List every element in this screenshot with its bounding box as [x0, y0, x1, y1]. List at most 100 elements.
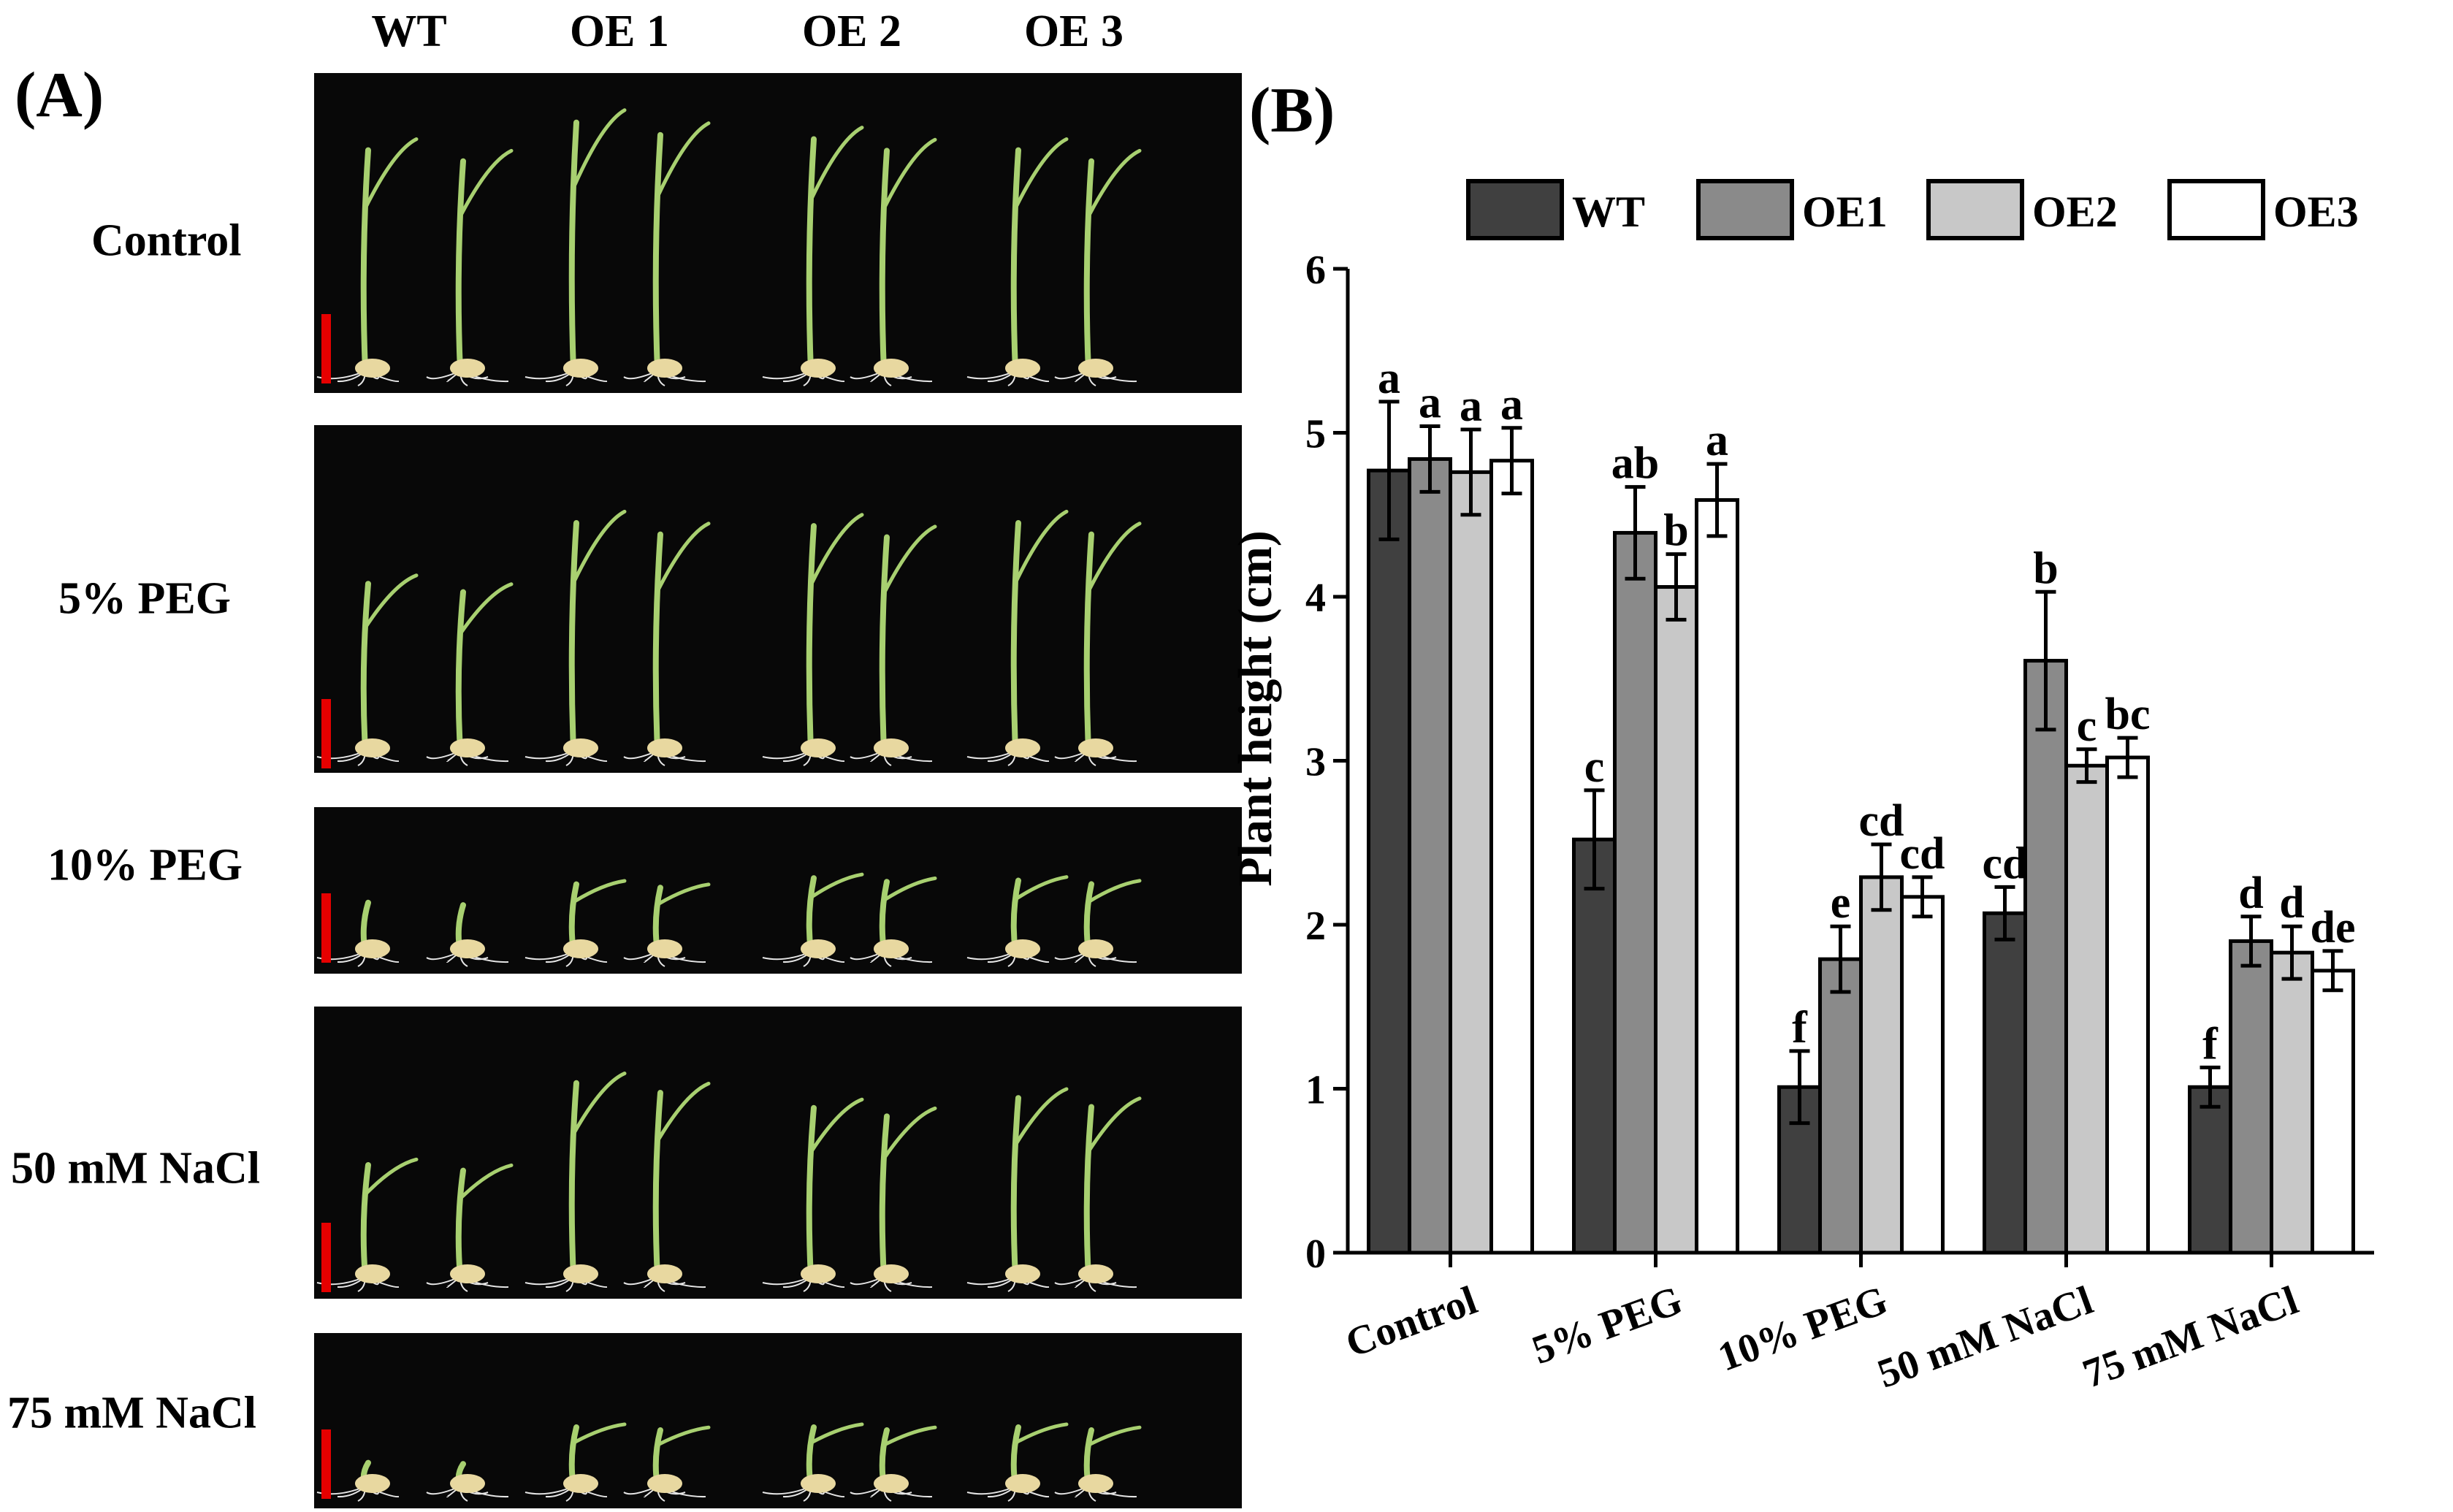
seedling-leaf	[573, 1072, 627, 1134]
significance-letter: f	[2202, 1019, 2219, 1069]
seedling-leaf	[810, 126, 864, 199]
seedling-leaf	[1088, 1425, 1142, 1446]
seedling-leaf	[1088, 1096, 1142, 1152]
seed	[801, 738, 836, 757]
seedling-leaf	[810, 1422, 864, 1444]
y-axis-label: Plant height (cm)	[1229, 530, 1282, 887]
y-tick-label: 0	[1305, 1232, 1326, 1277]
scale-bar	[321, 893, 331, 963]
seedlings-control	[316, 108, 1142, 386]
seed	[1078, 939, 1113, 958]
photo-75-mm-nacl	[314, 1333, 1242, 1508]
seedling-leaf	[883, 524, 937, 593]
seedlings-50-mm-nacl	[316, 1072, 1142, 1292]
seed	[1078, 359, 1113, 378]
significance-letter: f	[1792, 1003, 1808, 1053]
seed	[874, 1264, 909, 1283]
column-label-wt: WT	[371, 7, 447, 56]
bar	[1367, 468, 1411, 1255]
plant-height-bar-chart: (B) Plant height (cm) WT OE1 OE2 OE3 0 1 2 3 4 5…	[1229, 75, 2374, 1397]
seedling-leaf	[810, 513, 864, 584]
bar	[1859, 875, 1904, 1255]
seed	[563, 1264, 598, 1283]
photo-control	[314, 73, 1242, 393]
seedling-stem	[568, 1080, 579, 1280]
seedling-leaf	[657, 1425, 711, 1446]
seedlings-10-peg	[316, 872, 1142, 967]
bar	[1408, 457, 1452, 1255]
bar	[1818, 957, 1863, 1255]
significance-letter: ab	[1611, 439, 1659, 489]
seedling-leaf	[459, 582, 514, 634]
scale-bar	[321, 699, 331, 768]
seedling-stem	[1083, 531, 1094, 754]
seedling-stem	[1010, 147, 1021, 374]
seedling-stem	[568, 119, 579, 374]
y-tick-label: 3	[1305, 740, 1326, 785]
seed	[801, 1474, 836, 1493]
seed	[450, 359, 485, 378]
seedling-stem	[806, 523, 817, 754]
x-tick-label: Control	[1340, 1278, 1483, 1367]
seedling-stem	[879, 1113, 890, 1280]
seedling-stem	[1083, 158, 1094, 374]
seedling-stem	[455, 1167, 466, 1280]
scale-bar	[321, 1429, 331, 1499]
bar	[1900, 895, 1945, 1255]
seed	[874, 738, 909, 757]
y-tick-label: 1	[1305, 1068, 1326, 1113]
photo-5-peg	[314, 425, 1242, 773]
x-tick-label: 5% PEG	[1526, 1278, 1687, 1373]
seedling-leaf	[1015, 137, 1069, 207]
seed	[1005, 1474, 1040, 1493]
significance-letter: a	[1419, 378, 1441, 428]
significance-letter: cd	[1983, 839, 2028, 888]
seedling-leaf	[657, 1081, 711, 1141]
legend-swatch	[1926, 179, 2024, 240]
x-tick-label: 75 mM NaCl	[2077, 1278, 2304, 1397]
seed	[450, 1474, 485, 1493]
significance-letter: d	[2279, 878, 2304, 928]
legend-label: OE3	[2273, 188, 2359, 236]
seed	[1078, 738, 1113, 757]
panel-a-label: (A)	[15, 60, 104, 131]
seed	[801, 359, 836, 378]
seed	[355, 1474, 390, 1493]
seedling-stem	[455, 158, 466, 374]
legend-swatch	[2167, 179, 2265, 240]
seedling-stem	[360, 1162, 371, 1280]
seedling-leaf	[657, 882, 711, 906]
seedling-stem	[652, 1090, 663, 1280]
seedling-leaf	[883, 137, 937, 208]
row-label-75-mm-nacl: 75 mM NaCl	[7, 1388, 256, 1438]
bar	[1613, 530, 1657, 1255]
legend: WT OE1 OE2 OE3	[1466, 179, 2359, 240]
seed	[647, 1474, 682, 1493]
column-label-oe1: OE 1	[569, 7, 670, 56]
legend-label: OE2	[2032, 188, 2118, 236]
column-label-oe3: OE 3	[1023, 7, 1124, 56]
seedling-leaf	[1015, 875, 1069, 901]
bar	[2064, 763, 2109, 1255]
bar	[1489, 459, 1534, 1255]
seedlings-5-peg	[316, 509, 1142, 766]
significance-letter: b	[1663, 506, 1688, 556]
bar	[1572, 837, 1617, 1255]
row-label-50-mm-nacl: 50 mM NaCl	[11, 1143, 260, 1194]
seedling-stem	[806, 1104, 817, 1280]
seed	[1005, 939, 1040, 958]
seed	[1005, 359, 1040, 378]
seed	[450, 939, 485, 958]
seedling-stem	[652, 131, 663, 374]
seed	[647, 359, 682, 378]
seed	[647, 939, 682, 958]
bar	[2105, 755, 2150, 1255]
seedling-stem	[879, 148, 890, 374]
seed	[355, 738, 390, 757]
significance-letter: a	[1706, 416, 1728, 465]
y-tick-label: 4	[1305, 576, 1326, 621]
row-label-5-peg: 5% PEG	[58, 573, 231, 624]
bar	[2270, 950, 2314, 1255]
row-label-control: Control	[91, 215, 242, 266]
seedling-stem	[879, 534, 890, 754]
